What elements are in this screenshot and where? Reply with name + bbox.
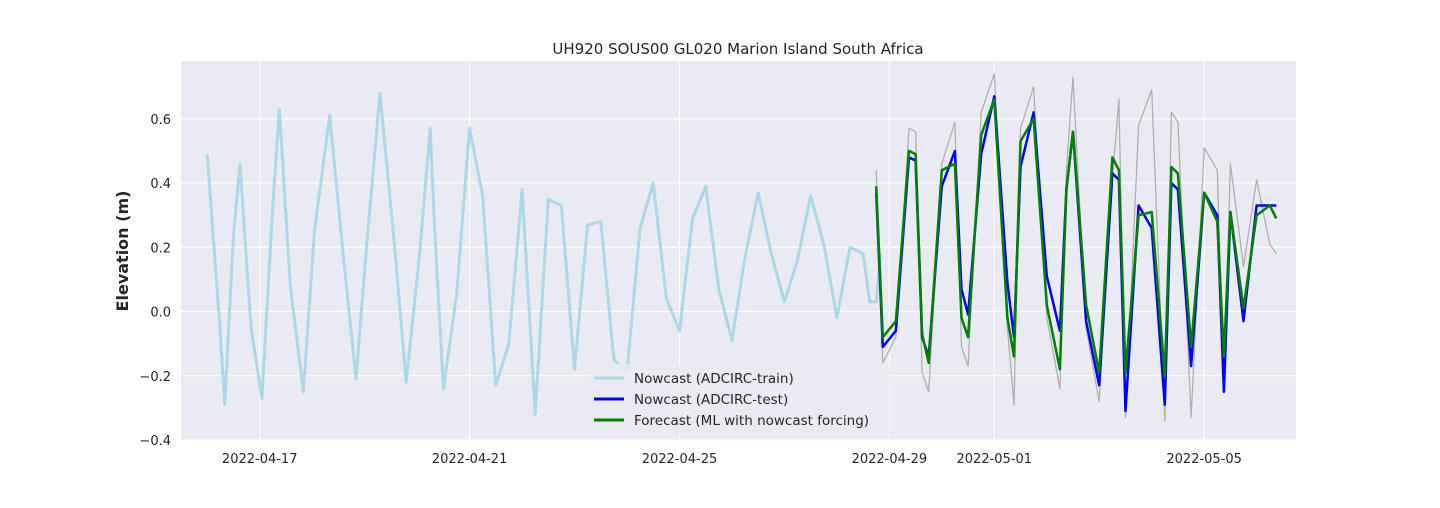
chart-title: UH920 SOUS00 GL020 Marion Island South A…: [552, 40, 923, 58]
y-axis-label: Elevation (m): [113, 191, 132, 312]
legend-box: [588, 364, 890, 435]
legend-label-test: Nowcast (ADCIRC-test): [634, 392, 788, 408]
x-tick-label: 2022-04-29: [852, 452, 928, 467]
y-tick-label: 0.2: [150, 241, 171, 256]
series-layer: [205, 73, 1278, 422]
x-tick-label: 2022-04-25: [642, 452, 718, 467]
y-tick-label: −0.2: [139, 370, 171, 385]
x-tick-label: 2022-04-21: [432, 452, 508, 467]
legend-label-train: Nowcast (ADCIRC-train): [634, 371, 794, 387]
legend: Nowcast (ADCIRC-train) Nowcast (ADCIRC-te…: [588, 364, 890, 435]
y-tick-label: 0.6: [150, 113, 171, 128]
legend-label-forecast: Forecast (ML with nowcast forcing): [634, 413, 869, 429]
x-tick-label: 2022-05-05: [1166, 452, 1242, 467]
y-tick-labels: −0.4 −0.2 0.0 0.2 0.4 0.6: [139, 113, 171, 449]
y-tick-label: 0.0: [150, 306, 171, 321]
x-tick-label: 2022-04-17: [222, 452, 298, 467]
series-line-train: [205, 91, 883, 416]
x-tick-label: 2022-05-01: [957, 452, 1033, 467]
y-tick-label: 0.4: [150, 177, 171, 192]
y-tick-label: −0.4: [139, 434, 171, 449]
series-line-forecast: [874, 98, 1278, 378]
x-tick-labels: 2022-04-17 2022-04-21 2022-04-25 2022-04-29…: [222, 452, 1242, 467]
